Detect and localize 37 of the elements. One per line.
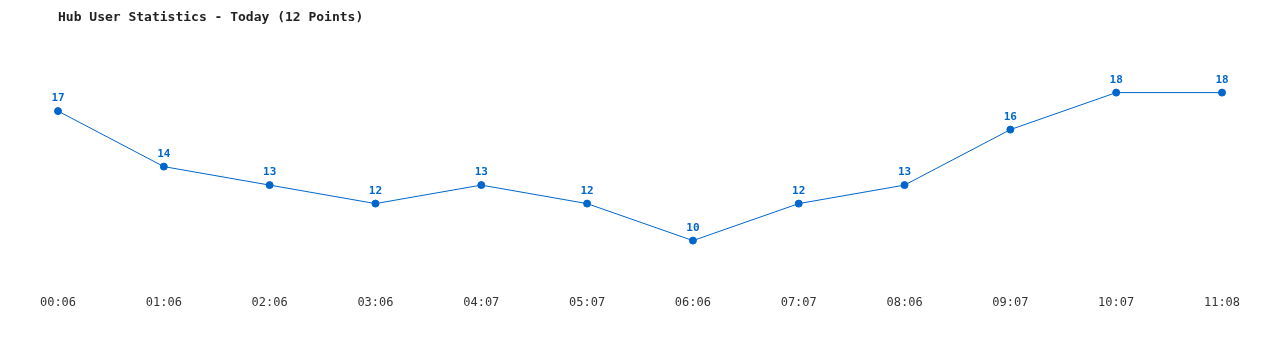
x-tick-label: 07:07 xyxy=(780,294,817,309)
x-tick-label: 01:06 xyxy=(145,294,182,309)
x-tick-label: 03:06 xyxy=(357,294,394,309)
x-tick-label: 11:08 xyxy=(1203,294,1241,309)
data-label: 18 xyxy=(1215,72,1229,86)
point xyxy=(583,199,592,208)
data-label: 13 xyxy=(474,165,488,179)
data-label: 14 xyxy=(157,146,171,160)
point xyxy=(265,181,274,190)
point xyxy=(794,199,803,208)
point xyxy=(1218,88,1226,97)
data-label: 13 xyxy=(897,165,912,179)
point xyxy=(900,181,909,190)
point xyxy=(371,199,380,208)
point xyxy=(54,107,62,116)
x-tick-label: 02:06 xyxy=(251,294,288,309)
data-label: 16 xyxy=(1003,109,1018,123)
chart-title: Hub User Statistics - Today (12 Points) xyxy=(58,9,364,25)
point xyxy=(1006,125,1015,134)
x-tick-label: 00:06 xyxy=(39,294,77,309)
x-tick-label: 09:07 xyxy=(992,294,1029,309)
x-tick-label: 05:07 xyxy=(569,294,606,309)
data-label: 12 xyxy=(792,183,806,197)
data-label: 13 xyxy=(263,165,277,179)
data-label: 17 xyxy=(51,91,65,105)
data-label: 12 xyxy=(368,183,383,197)
point xyxy=(159,162,168,171)
x-tick-label: 08:06 xyxy=(886,294,923,309)
x-tick-label: 04:07 xyxy=(463,294,500,309)
data-label: 18 xyxy=(1109,72,1123,86)
point xyxy=(477,181,486,190)
data-label: 12 xyxy=(580,183,594,197)
x-tick-label: 10:07 xyxy=(1098,294,1135,309)
point xyxy=(1112,88,1121,97)
x-tick-label: 06:06 xyxy=(674,294,711,309)
point xyxy=(688,236,697,245)
data-label: 10 xyxy=(686,220,700,234)
